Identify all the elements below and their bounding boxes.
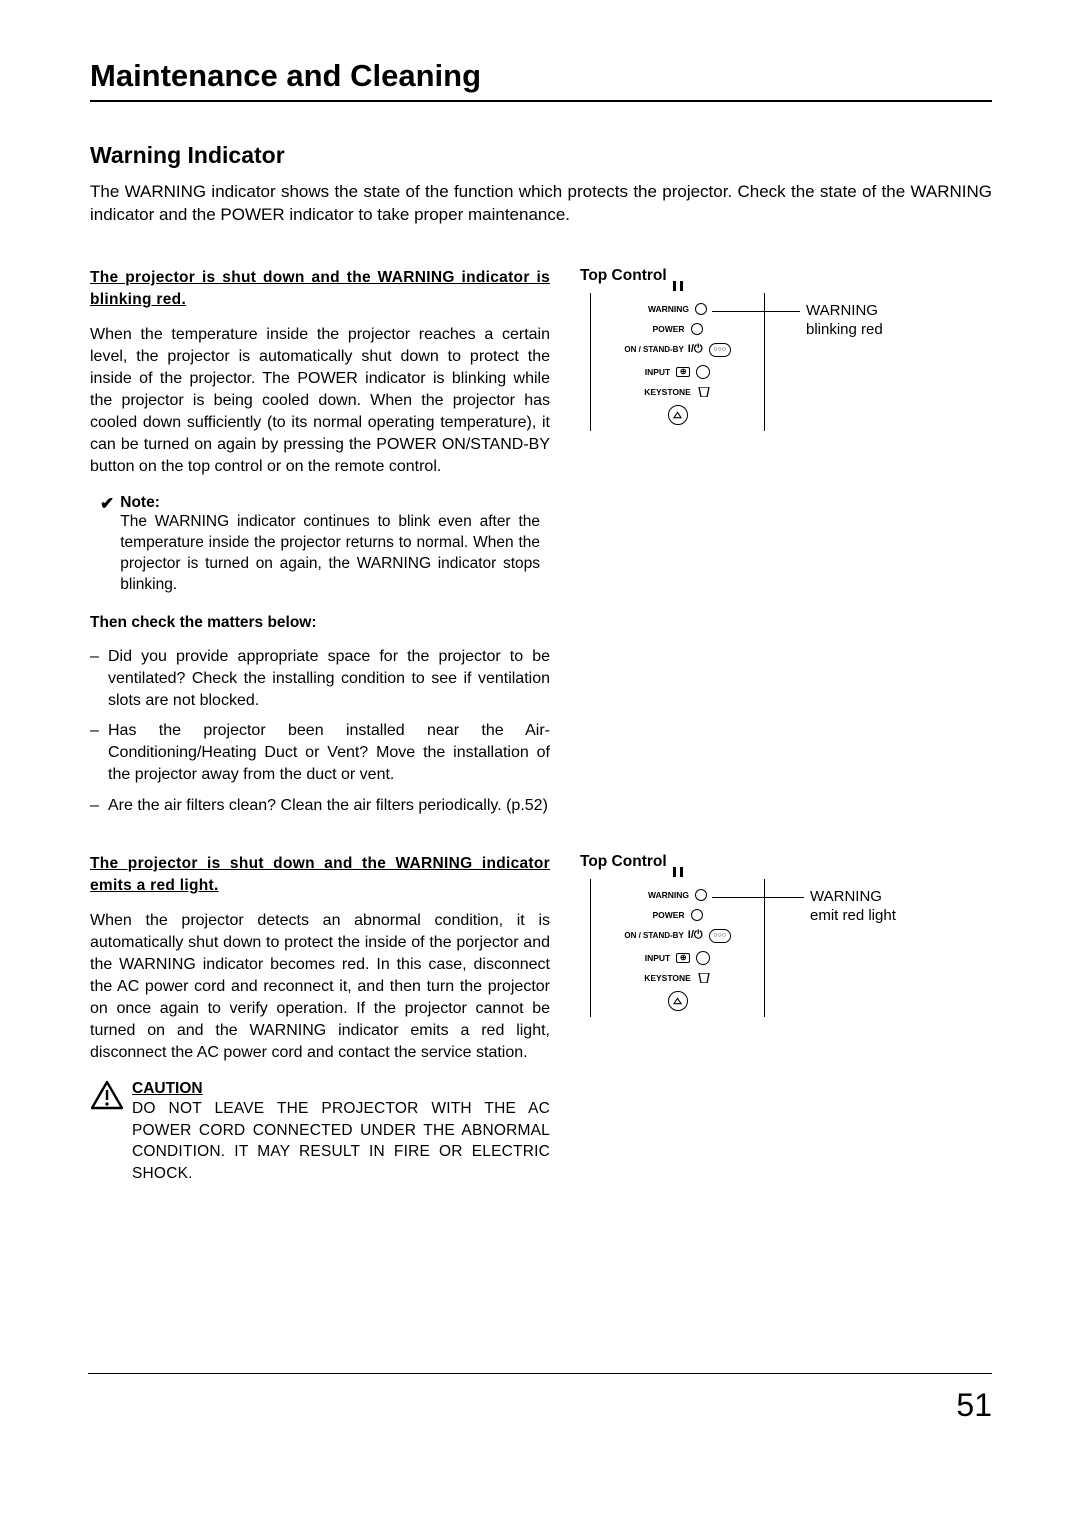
list-item: –Did you provide appropriate space for t… xyxy=(90,646,550,712)
power-led-icon xyxy=(691,323,703,335)
input-row: INPUT ⊕ xyxy=(645,365,711,379)
input-row: INPUT ⊕ xyxy=(645,951,711,965)
warning-led-row: WARNING xyxy=(648,889,707,901)
note-title: Note: xyxy=(120,494,160,511)
main-title: Maintenance and Cleaning xyxy=(90,58,992,102)
input-rect-icon: ⊕ xyxy=(676,367,690,377)
top-control-title: Top Control xyxy=(580,267,992,285)
power-symbol-icon: I/⏻ xyxy=(688,343,703,356)
input-button-icon xyxy=(696,951,710,965)
keystone-row: KEYSTONE xyxy=(644,387,711,397)
standby-row: ON / STAND-BYI/⏻ ○○○ xyxy=(624,929,730,943)
callout-label: WARNING xyxy=(810,887,896,907)
keystone-icon xyxy=(697,973,711,983)
bottom-rule xyxy=(88,1373,992,1375)
callout-label: emit red light xyxy=(810,906,896,926)
caution-body: DO NOT LEAVE THE PROJECTOR WITH THE AC P… xyxy=(132,1098,550,1185)
list-item: –Are the air filters clean? Clean the ai… xyxy=(90,795,550,817)
keystone-icon xyxy=(697,387,711,397)
power-led-row: POWER xyxy=(652,909,702,921)
input-button-icon xyxy=(696,365,710,379)
list-item: –Has the projector been installed near t… xyxy=(90,720,550,786)
input-rect-icon: ⊕ xyxy=(676,953,690,963)
block1-heading: The projector is shut down and the WARNI… xyxy=(90,267,550,312)
page-number: 51 xyxy=(956,1387,992,1424)
standby-row: ON / STAND-BYI/⏻ ○○○ xyxy=(624,343,730,357)
caution-block: CAUTION DO NOT LEAVE THE PROJECTOR WITH … xyxy=(90,1080,550,1185)
warning-triangle-icon xyxy=(90,1080,124,1110)
block2-heading: The projector is shut down and the WARNI… xyxy=(90,853,550,898)
warning-led-icon xyxy=(695,303,707,315)
note-body: The WARNING indicator continues to blink… xyxy=(120,512,540,596)
keystone-row: KEYSTONE xyxy=(644,973,711,983)
warning-led-icon xyxy=(695,889,707,901)
intro-text: The WARNING indicator shows the state of… xyxy=(90,181,992,227)
block1-body: When the temperature inside the projecto… xyxy=(90,324,550,479)
caution-title: CAUTION xyxy=(132,1080,550,1098)
top-control-title: Top Control xyxy=(580,853,992,871)
standby-button-icon: ○○○ xyxy=(709,929,731,943)
keystone-button-icon xyxy=(668,991,688,1011)
warning-led-row: WARNING xyxy=(648,303,707,315)
top-control-diagram-1: WARNING POWER ON / STAND-BYI/⏻ ○○○ INPUT… xyxy=(590,293,992,431)
then-check-title: Then check the matters below: xyxy=(90,614,550,632)
power-led-icon xyxy=(691,909,703,921)
note-block: ✔ Note: The WARNING indicator continues … xyxy=(100,494,550,596)
callout-label: blinking red xyxy=(806,320,883,340)
callout-label: WARNING xyxy=(806,301,883,321)
power-led-row: POWER xyxy=(652,323,702,335)
standby-button-icon: ○○○ xyxy=(709,343,731,357)
check-list: –Did you provide appropriate space for t… xyxy=(90,646,550,817)
top-control-diagram-2: WARNING POWER ON / STAND-BYI/⏻ ○○○ INPUT… xyxy=(590,879,992,1017)
keystone-button-icon xyxy=(668,405,688,425)
section-title: Warning Indicator xyxy=(90,142,992,169)
block2-body: When the projector detects an abnormal c… xyxy=(90,910,550,1065)
power-symbol-icon: I/⏻ xyxy=(688,929,703,942)
checkmark-icon: ✔ xyxy=(100,494,114,596)
